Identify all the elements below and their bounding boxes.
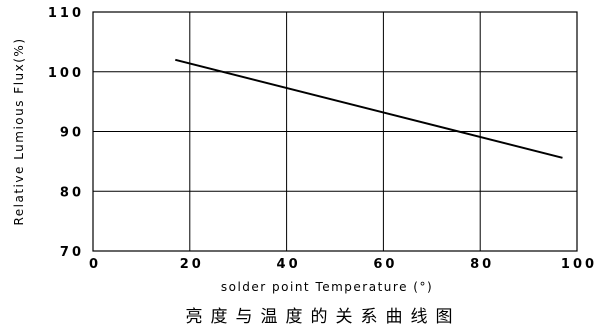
y-axis-label: Relative Lumious Flux(%) <box>12 37 26 225</box>
x-tick-label: 100 <box>561 257 597 272</box>
x-tick-label: 40 <box>277 257 301 272</box>
x-tick-label: 80 <box>470 257 494 272</box>
x-tick-label: 0 <box>89 257 101 272</box>
x-axis-label: solder point Temperature (°) <box>221 280 433 294</box>
y-tick-label: 70 <box>60 245 84 260</box>
y-tick-label: 80 <box>60 185 84 200</box>
y-tick-labels: 70 80 90 100 110 <box>48 6 84 260</box>
y-tick-label: 90 <box>60 126 84 141</box>
y-tick-label: 100 <box>48 66 84 81</box>
x-tick-labels: 0 20 40 60 80 100 <box>89 257 597 272</box>
plot-frame <box>92 11 578 252</box>
series-layer <box>175 58 563 159</box>
x-tick-label: 20 <box>180 257 204 272</box>
series-line <box>175 58 563 159</box>
grid <box>93 12 577 251</box>
y-tick-label: 110 <box>48 6 84 21</box>
x-tick-label: 60 <box>373 257 397 272</box>
chart-caption: 亮度与温度的关系曲线图 <box>186 307 461 327</box>
